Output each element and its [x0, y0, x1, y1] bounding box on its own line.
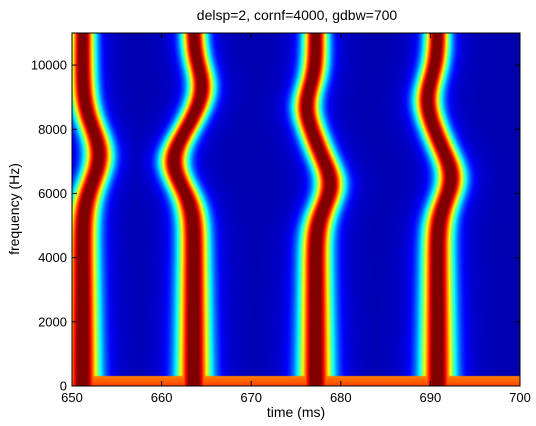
- x-tick-label: 680: [330, 390, 352, 405]
- x-tick-label: 670: [240, 390, 262, 405]
- plot-frame: [71, 32, 521, 387]
- chart-title: delsp=2, cornf=4000, gdbw=700: [197, 7, 398, 23]
- x-axis: 650 660 670 680 690 700: [61, 33, 531, 405]
- y-tick-label: 6000: [38, 186, 67, 201]
- x-axis-title: time (ms): [267, 404, 325, 420]
- x-tick-label: 660: [151, 390, 173, 405]
- y-axis-title: frequency (Hz): [6, 163, 22, 255]
- x-tick-label: 650: [61, 390, 83, 405]
- y-tick-label: 2000: [38, 314, 67, 329]
- spectrogram-plot: [72, 33, 520, 386]
- y-tick-label: 10000: [31, 58, 67, 73]
- plot-area-container: [72, 33, 520, 386]
- y-tick-label: 4000: [38, 250, 67, 265]
- x-tick-label: 690: [420, 390, 442, 405]
- y-axis: 0 2000 4000 6000 8000 10000: [31, 58, 520, 394]
- y-tick-label: 0: [60, 379, 67, 394]
- x-tick-label: 700: [509, 390, 531, 405]
- y-tick-label: 8000: [38, 122, 67, 137]
